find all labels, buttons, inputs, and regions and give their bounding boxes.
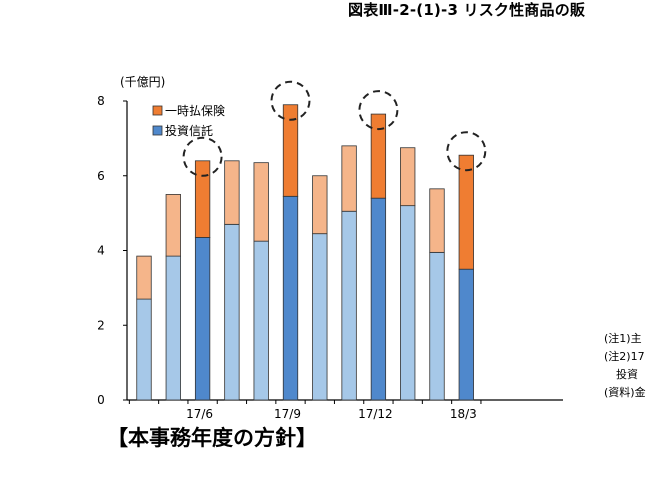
section-heading: 【本事務年度の方針】 (107, 426, 317, 450)
bar-single-premium-insurance (370, 113, 387, 199)
x-tick-label: 17/6 (186, 407, 213, 421)
bar-investment-trust (194, 237, 211, 401)
legend-swatch-insurance (152, 105, 163, 116)
highlight-circle (270, 80, 311, 121)
legend-swatch-trust (152, 125, 163, 136)
bar-investment-trust (312, 233, 328, 401)
y-tick-label: 8 (97, 94, 105, 108)
bar-investment-trust (282, 195, 299, 401)
bar-single-premium-insurance (224, 160, 240, 225)
bar-single-premium-insurance (282, 104, 299, 197)
bar-single-premium-insurance (458, 154, 474, 270)
note-2: (注2)17 (604, 350, 645, 363)
note-1: (注1)主 (604, 332, 642, 345)
bar-investment-trust (165, 255, 181, 401)
figure-title: 図表Ⅲ-2-(1)-3 リスク性商品の販 (348, 1, 586, 19)
bar-single-premium-insurance (312, 175, 328, 235)
bar-investment-trust (341, 210, 357, 401)
bar-investment-trust (429, 251, 445, 401)
y-tick-label: 6 (97, 169, 105, 183)
legend-label-insurance: 一時払保険 (165, 104, 225, 118)
y-tick-label: 2 (97, 318, 105, 332)
legend-label-trust: 投資信託 (165, 123, 213, 138)
highlight-circle (182, 136, 223, 177)
bar-investment-trust (400, 205, 416, 401)
bar-single-premium-insurance (400, 147, 416, 207)
bar-single-premium-insurance (194, 160, 211, 238)
bar-investment-trust (370, 197, 387, 401)
bar-single-premium-insurance (253, 162, 269, 242)
bar-single-premium-insurance (341, 145, 357, 212)
bar-single-premium-insurance (165, 194, 181, 257)
y-tick-label: 4 (97, 244, 105, 258)
bar-investment-trust (136, 298, 152, 401)
bar-single-premium-insurance (429, 188, 445, 253)
note-3: 投資 (616, 368, 638, 381)
highlight-circle (358, 90, 399, 131)
bar-single-premium-insurance (136, 255, 152, 300)
y-tick-label: 0 (97, 393, 105, 407)
chart-notes: (注1)主 (注2)17 投資 (資料)金 (604, 330, 646, 402)
y-unit-label: (千億円) (120, 75, 165, 89)
note-source: (資料)金 (604, 386, 646, 399)
bar-investment-trust (253, 240, 269, 401)
highlight-circle (446, 131, 487, 172)
x-tick-label: 17/12 (358, 407, 393, 421)
x-tick-label: 17/9 (274, 407, 301, 421)
x-tick-label: 18/3 (450, 407, 477, 421)
bar-investment-trust (458, 268, 474, 401)
bar-investment-trust (224, 223, 240, 401)
